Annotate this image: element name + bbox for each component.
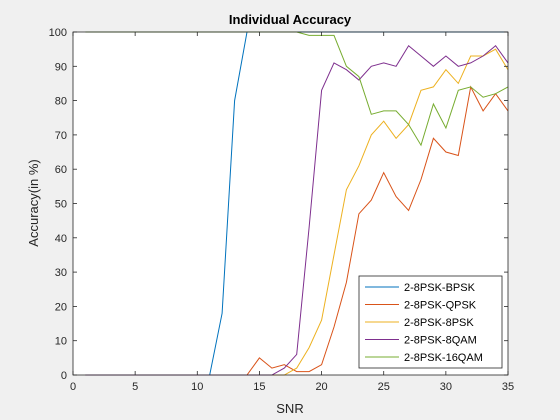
y-axis-title: Accuracy(in %) <box>26 159 41 246</box>
y-tick-label: 40 <box>55 233 67 245</box>
y-tick-label: 70 <box>55 130 67 142</box>
y-tick-label: 30 <box>55 267 67 279</box>
x-tick-label: 15 <box>253 381 265 393</box>
y-tick-label: 60 <box>55 164 67 176</box>
legend-label: 2-8PSK-BPSK <box>404 282 476 294</box>
y-tick-label: 90 <box>55 61 67 73</box>
x-tick-label: 20 <box>315 381 327 393</box>
legend-label: 2-8PSK-8PSK <box>404 317 474 329</box>
y-tick-label: 80 <box>55 96 67 108</box>
x-tick-label: 25 <box>378 381 390 393</box>
legend-label: 2-8PSK-QPSK <box>404 300 477 312</box>
legend-label: 2-8PSK-8QAM <box>404 335 477 347</box>
y-tick-label: 10 <box>55 336 67 348</box>
x-axis-title: SNR <box>276 401 303 416</box>
x-tick-label: 35 <box>502 381 514 393</box>
x-tick-label: 30 <box>440 381 452 393</box>
y-tick-label: 20 <box>55 301 67 313</box>
legend-label: 2-8PSK-16QAM <box>404 352 483 364</box>
y-tick-label: 100 <box>49 27 67 39</box>
plot-box <box>72 31 509 376</box>
y-tick-label: 50 <box>55 199 67 211</box>
x-tick-label: 10 <box>191 381 203 393</box>
x-tick-label: 0 <box>70 381 76 393</box>
chart-title: Individual Accuracy <box>229 12 352 27</box>
x-tick-label: 5 <box>132 381 138 393</box>
legend: 2-8PSK-BPSK 2-8PSK-QPSK 2-8PSK-8PSK 2-8PSK-… <box>358 275 503 369</box>
y-tick-label: 0 <box>61 370 67 382</box>
